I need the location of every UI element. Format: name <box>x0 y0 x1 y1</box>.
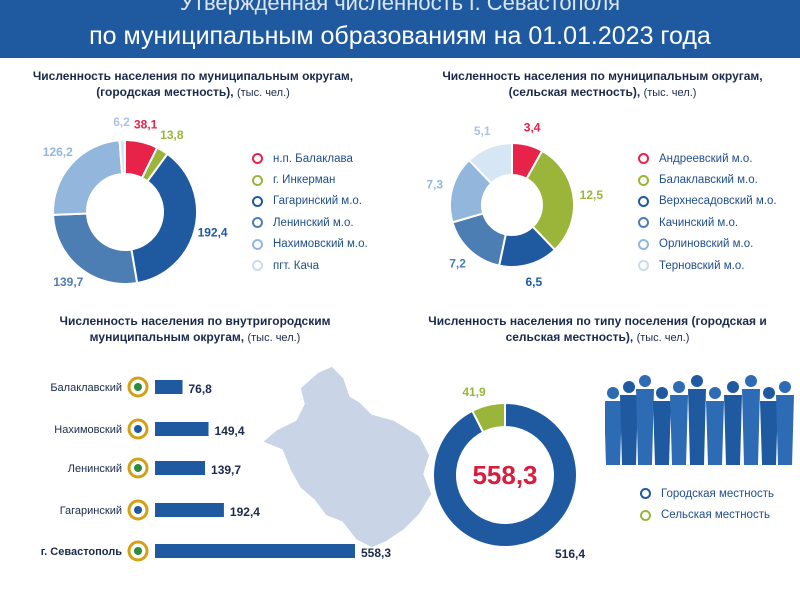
rural-legend-item-3: Качинский м.о. <box>638 212 777 233</box>
header-title-line2: по муниципальным образованиям на 01.01.2… <box>89 22 711 50</box>
district-emblem-center-0 <box>134 383 142 391</box>
settlement-slice-0 <box>432 401 578 548</box>
bar-3 <box>155 503 224 517</box>
district-emblem-center-3 <box>134 506 142 514</box>
legend-settlement-type: Городская местность Сельская местность <box>640 483 774 526</box>
urban-value-label-2: 192,4 <box>198 226 228 240</box>
rural-legend-marker-2 <box>638 195 649 207</box>
sevastopol-map-icon <box>260 365 433 549</box>
rural-legend-marker-5 <box>638 260 649 272</box>
rural-legend-marker-1 <box>638 174 649 186</box>
urban-legend-item-1: г. Инкерман <box>252 169 368 190</box>
rural-legend-item-1: Балаклавский м.о. <box>638 169 777 190</box>
urban-legend-item-3: Ленинский м.о. <box>252 212 368 233</box>
rural-value-label-2: 6,5 <box>526 275 543 289</box>
rural-value-label-1: 12,5 <box>580 188 604 202</box>
bar-2 <box>155 461 206 475</box>
bar-category-label-4: г. Севастополь <box>41 546 123 558</box>
settlement-value-label-0: 516,4 <box>555 547 585 561</box>
urban-value-label-4: 126,2 <box>43 145 73 159</box>
urban-legend-marker-0 <box>252 153 263 165</box>
urban-legend-label-2: Гагаринский м.о. <box>273 195 363 208</box>
rural-slice-5 <box>467 141 513 185</box>
rural-legend-label-3: Качинский м.о. <box>659 216 739 229</box>
header-title-line1: Утвержденная численность г. Севастополя <box>179 0 621 15</box>
rural-value-label-5: 5,1 <box>474 124 491 138</box>
settlement-total-label: 558,3 <box>472 460 537 490</box>
panel-title-rural-districts: Численность населения по муниципальным о… <box>442 69 763 99</box>
bar-0 <box>155 380 183 394</box>
district-emblem-center-4 <box>134 547 142 555</box>
urban-legend-marker-2 <box>252 195 263 207</box>
bar-value-label-1: 149,4 <box>215 424 245 438</box>
urban-legend-label-1: г. Инкерман <box>273 174 336 187</box>
legend-urban: н.п. Балаклава г. Инкерман Гагаринский м.о… <box>252 148 368 276</box>
district-emblem-center-1 <box>134 425 142 433</box>
bar-category-label-2: Ленинский <box>68 463 122 475</box>
rural-legend-marker-0 <box>638 153 649 165</box>
bar-category-label-3: Гагаринский <box>60 505 122 517</box>
rural-legend-label-2: Верхнесадовский м.о. <box>659 195 777 208</box>
urban-legend-label-3: Ленинский м.о. <box>273 216 354 229</box>
urban-legend-item-5: пгт. Кача <box>252 255 368 276</box>
bar-1 <box>155 422 209 436</box>
urban-slice-5 <box>118 138 126 176</box>
urban-legend-item-0: н.п. Балаклава <box>252 148 368 169</box>
urban-legend-label-4: Нахимовский м.о. <box>273 238 368 251</box>
settlement-slice-1 <box>470 401 506 434</box>
bar-value-label-0: 76,8 <box>189 382 213 396</box>
urban-slice-3 <box>52 212 139 285</box>
panel-title-intracity-districts: Численность населения по внутригородским… <box>59 314 331 344</box>
bar-4 <box>155 544 355 558</box>
urban-legend-label-0: н.п. Балаклава <box>273 152 353 165</box>
rural-slice-1 <box>525 149 575 252</box>
rural-legend-label-1: Балаклавский м.о. <box>659 174 758 187</box>
settlement-legend-marker-1 <box>640 509 651 521</box>
urban-value-label-5: 6,2 <box>113 115 130 129</box>
rural-legend-item-2: Верхнесадовский м.о. <box>638 191 777 212</box>
settlement-legend-item-1: Сельская местность <box>640 504 774 525</box>
settlement-legend-label-1: Сельская местность <box>661 509 770 522</box>
urban-legend-item-4: Нахимовский м.о. <box>252 234 368 255</box>
urban-legend-label-5: пгт. Кача <box>273 259 320 272</box>
legend-rural: Андреевский м.о. Балаклавский м.о. Верхнес… <box>638 148 777 276</box>
rural-legend-item-4: Орлиновский м.о. <box>638 234 777 255</box>
urban-slice-2 <box>130 152 198 285</box>
urban-legend-marker-3 <box>252 217 263 229</box>
urban-legend-marker-1 <box>252 174 263 186</box>
rural-legend-label-0: Андреевский м.о. <box>659 152 753 165</box>
bar-value-label-4: 558,3 <box>361 546 391 560</box>
rural-legend-label-4: Орлиновский м.о. <box>659 238 754 251</box>
settlement-value-label-1: 41,9 <box>462 385 486 399</box>
rural-legend-label-5: Терновский м.о. <box>659 259 745 272</box>
rural-legend-item-5: Терновский м.о. <box>638 255 777 276</box>
rural-value-label-3: 7,2 <box>449 257 466 271</box>
rural-legend-marker-3 <box>638 217 649 229</box>
urban-legend-marker-4 <box>252 238 263 250</box>
rural-value-label-4: 7,3 <box>426 177 443 191</box>
bar-category-label-0: Балаклавский <box>50 382 122 394</box>
header-banner: Утвержденная численность г. Севастополя … <box>0 0 800 58</box>
panel-title-urban-districts: Численность населения по муниципальным о… <box>32 69 354 99</box>
people-silhouettes-icon <box>605 375 794 465</box>
urban-value-label-1: 13,8 <box>160 128 184 142</box>
settlement-legend-marker-0 <box>640 488 651 500</box>
settlement-legend-item-0: Городская местность <box>640 483 774 504</box>
rural-legend-marker-4 <box>638 238 649 250</box>
panel-title-settlement-type: Численность населения по типу поселения … <box>428 314 767 344</box>
bar-value-label-2: 139,7 <box>211 463 241 477</box>
bar-value-label-3: 192,4 <box>230 505 260 519</box>
district-emblem-center-2 <box>134 464 142 472</box>
urban-value-label-3: 139,7 <box>53 275 83 289</box>
urban-value-label-0: 38,1 <box>134 117 158 131</box>
settlement-legend-label-0: Городская местность <box>661 487 775 500</box>
urban-legend-item-2: Гагаринский м.о. <box>252 191 368 212</box>
bar-category-label-1: Нахимовский <box>54 424 122 436</box>
rural-legend-item-0: Андреевский м.о. <box>638 148 777 169</box>
urban-legend-marker-5 <box>252 260 263 272</box>
rural-value-label-0: 3,4 <box>524 121 541 135</box>
